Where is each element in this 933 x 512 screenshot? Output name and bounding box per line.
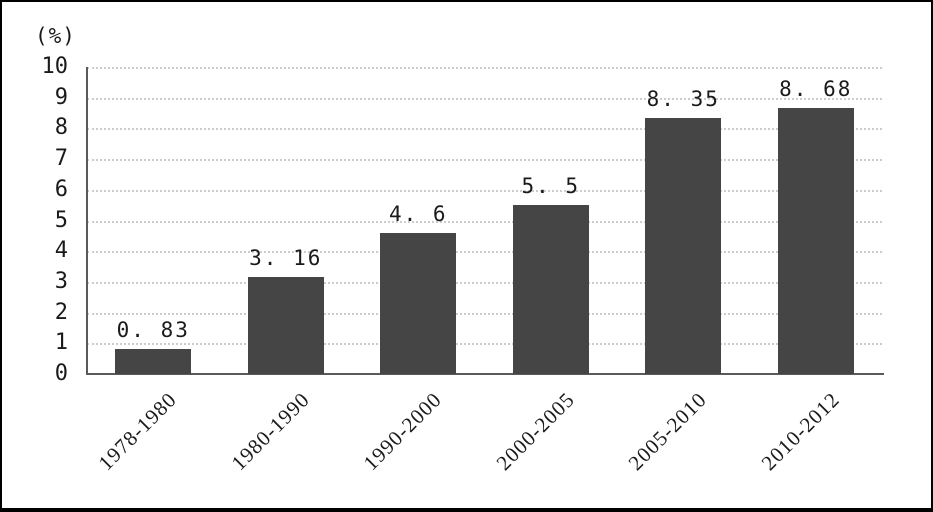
x-tick-label: 2005-2010 <box>623 387 712 475</box>
gridline <box>87 312 882 315</box>
bar <box>645 117 722 374</box>
x-tick-label: 1980-1990 <box>226 387 315 475</box>
gridline <box>87 128 882 131</box>
bar-value-label: 8. 68 <box>779 76 853 101</box>
bar-value-label: 0. 83 <box>116 317 190 342</box>
x-tick-label: 1978-1980 <box>93 387 182 475</box>
y-tick-label: 5 <box>54 207 68 233</box>
gridline <box>87 281 882 284</box>
x-tick-label: 2010-2012 <box>756 387 845 475</box>
y-axis-unit-label: (%) <box>35 24 76 48</box>
bar-value-label: 8. 35 <box>646 86 720 111</box>
y-tick-label: 4 <box>54 238 68 264</box>
gridline <box>87 189 882 192</box>
x-axis-line <box>86 373 884 375</box>
gridline <box>87 159 882 162</box>
bar <box>247 276 324 374</box>
x-tick-label: 1990-2000 <box>358 387 447 475</box>
bar <box>777 107 854 374</box>
gridline <box>87 220 882 223</box>
gridline <box>87 251 882 254</box>
y-tick-label: 7 <box>54 146 68 172</box>
gridline <box>87 97 882 100</box>
bar <box>380 232 457 374</box>
bar-value-label: 4. 6 <box>388 201 448 226</box>
y-tick-label: 1 <box>54 330 68 356</box>
y-tick-label: 6 <box>54 176 68 202</box>
plot-area <box>87 67 882 374</box>
y-axis-line <box>86 67 88 375</box>
gridline <box>87 343 882 346</box>
y-tick-label: 2 <box>54 299 68 325</box>
bar <box>512 205 589 374</box>
bar <box>115 348 192 374</box>
bar-value-label: 5. 5 <box>521 174 581 199</box>
y-tick-label: 3 <box>54 268 68 294</box>
y-tick-label: 0 <box>54 361 68 386</box>
y-tick-label: 8 <box>54 115 68 141</box>
x-tick-label: 2000-2005 <box>491 387 580 475</box>
y-tick-label: 10 <box>41 54 69 79</box>
gridline <box>87 67 882 69</box>
y-tick-label: 9 <box>54 84 68 110</box>
bar-value-label: 3. 16 <box>249 245 323 270</box>
